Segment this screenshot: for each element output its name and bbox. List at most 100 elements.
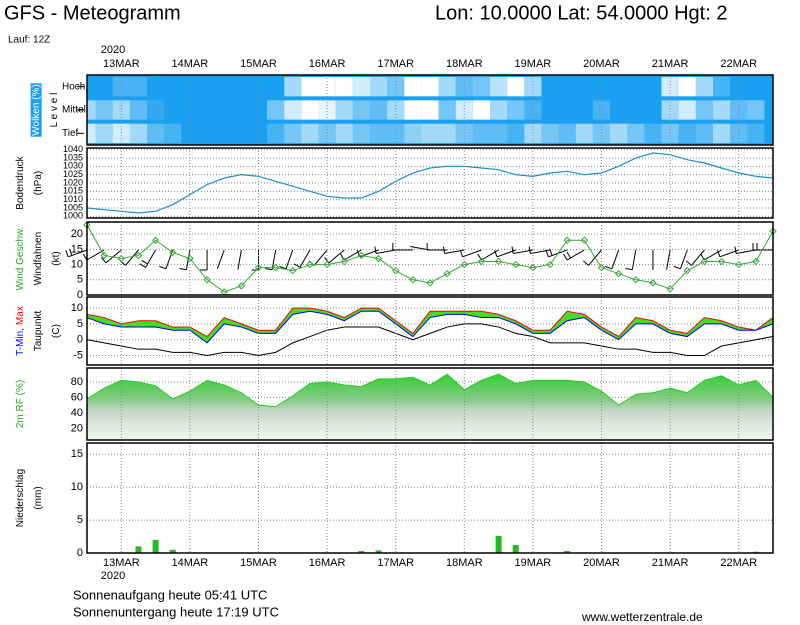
year: 2020 xyxy=(101,44,125,56)
wind-speed-marker xyxy=(512,260,520,269)
cloud-cell xyxy=(352,77,370,97)
cloud-cell xyxy=(644,77,661,96)
y-tick-label: 20 xyxy=(71,422,83,434)
wind-barb-feather xyxy=(374,246,377,254)
cloud-cell xyxy=(730,100,748,120)
title: GFS - Meteogramm xyxy=(4,2,181,24)
cloud-cell xyxy=(610,123,628,143)
y-tick-label: 1005 xyxy=(63,202,83,212)
x-tick-label: 21MAR xyxy=(652,557,689,569)
cloud-cell xyxy=(216,77,233,96)
wind-barb xyxy=(691,249,705,266)
wind-speed-marker xyxy=(632,276,640,284)
wind-speed-marker xyxy=(289,266,297,275)
cloud-cell xyxy=(559,100,576,119)
wind-barb-feather xyxy=(159,265,167,270)
y-axis-label: T-Min, Max xyxy=(15,306,26,356)
y-axis-label: (kt) xyxy=(51,251,62,265)
wind-barb-feather xyxy=(549,248,553,256)
run: Lauf: 12Z xyxy=(8,35,50,46)
cloud-cell xyxy=(764,124,773,143)
y-tick-label: 0 xyxy=(77,334,83,346)
cloud-cell xyxy=(301,77,319,97)
cloud-cell xyxy=(267,77,284,96)
wind-speed-marker xyxy=(443,270,451,278)
y-tick-label: 10 xyxy=(71,302,83,314)
wind-speed-marker xyxy=(494,257,503,266)
cloud-cell xyxy=(318,77,336,97)
wind-speed-line xyxy=(86,224,774,293)
y-axis-label-part: Wind Geschw. xyxy=(15,227,26,291)
y-tick-label: 10 xyxy=(71,258,83,270)
y-tick-label: 80 xyxy=(71,376,83,388)
wind-barb xyxy=(703,249,722,261)
cloud-cell xyxy=(678,123,696,143)
wind-speed-marker xyxy=(614,270,623,278)
cloud-cell xyxy=(661,100,679,120)
level-label: Mittel xyxy=(62,105,86,116)
y-axis-label: (hPa) xyxy=(33,171,44,195)
wind-speed-marker xyxy=(134,251,143,260)
y-tick-label: 1020 xyxy=(63,177,83,187)
x-tick-label: 22MAR xyxy=(720,557,757,569)
cloud-cell xyxy=(301,123,319,143)
y-tick-label: 0 xyxy=(77,547,83,559)
wind-barb-feather xyxy=(685,260,692,266)
y-tick-label: 1015 xyxy=(63,186,83,196)
cloud-cell xyxy=(181,100,198,119)
wind-barb-feather xyxy=(673,265,681,270)
cloud-cell xyxy=(112,100,130,120)
temperature-line xyxy=(86,323,774,357)
cloud-cell xyxy=(524,100,542,120)
y-axis-label-part: L e v e l xyxy=(49,93,60,128)
wind-barb-feather xyxy=(605,265,612,270)
wind-barb-feather xyxy=(139,263,146,268)
wind-barb xyxy=(285,249,294,269)
wind-barb xyxy=(481,249,499,261)
wind-barb xyxy=(666,249,671,270)
cloud-cell xyxy=(576,100,593,119)
wind-barb-feather xyxy=(545,250,549,258)
wind-barb xyxy=(631,249,637,270)
y-axis-label-part: T-Min, xyxy=(15,328,26,356)
sunrise: Sonnenaufgang heute 05:41 UTC xyxy=(73,587,267,602)
x-tick-label: 16MAR xyxy=(309,58,346,70)
panel-frame xyxy=(86,147,774,219)
cloud-cell xyxy=(455,77,473,97)
cloud-cell xyxy=(695,123,713,143)
y-axis-label-part: Bodendruck xyxy=(15,155,26,209)
cloud-cell xyxy=(490,123,508,143)
cloud-cell xyxy=(164,123,182,143)
precip-bar xyxy=(169,549,176,553)
cloud-cell xyxy=(95,123,113,143)
wind-barb xyxy=(68,249,88,258)
y-axis-label: (C) xyxy=(51,324,62,338)
cloud-cell xyxy=(335,100,353,120)
cloud-cell xyxy=(267,123,285,143)
y-axis-label: (mm) xyxy=(33,486,44,509)
wind-speed-marker xyxy=(100,251,108,260)
cloud-cell xyxy=(147,100,165,120)
cloud-cell xyxy=(678,77,696,97)
cloud-cell xyxy=(250,100,267,119)
cloud-cell xyxy=(233,124,250,143)
cloud-cell xyxy=(335,123,353,143)
y-tick-label: 40 xyxy=(71,407,83,419)
x-tick-label: 20MAR xyxy=(583,58,620,70)
pressure-line xyxy=(86,152,774,214)
cloud-cell xyxy=(301,100,319,120)
location: Lon: 10.0000 Lat: 54.0000 Hgt: 2 xyxy=(435,2,727,24)
y-tick-label: -5 xyxy=(73,349,83,361)
y-axis-label-part: Wolken (%) xyxy=(31,84,42,136)
panel-frame xyxy=(86,74,774,146)
wind-speed-marker xyxy=(409,276,417,284)
wind-barb-feather xyxy=(65,250,69,258)
y-axis-label-part: Taupunkt xyxy=(33,310,44,351)
cloud-cell xyxy=(387,123,405,143)
wind-barb xyxy=(566,249,585,261)
cloud-cell xyxy=(198,77,215,96)
cloud-cell xyxy=(592,100,611,120)
panel-frame xyxy=(86,442,774,554)
wind-speed-marker xyxy=(151,236,160,244)
cloud-cell xyxy=(747,123,765,143)
